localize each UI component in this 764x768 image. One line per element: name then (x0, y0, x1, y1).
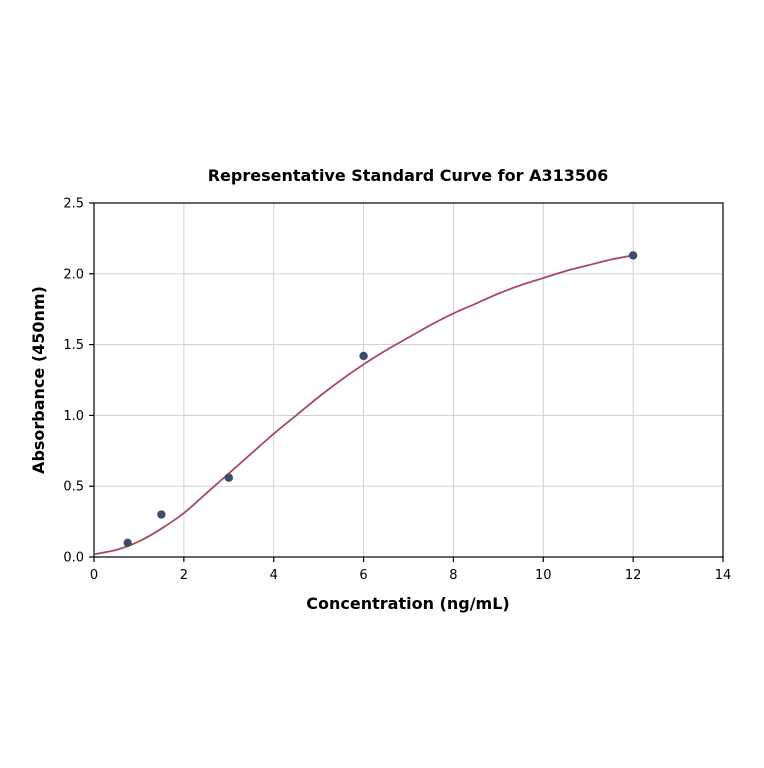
y-tick-label: 0.0 (63, 551, 84, 566)
x-axis-label: Concentration (ng/mL) (306, 594, 509, 613)
x-tick-label: 6 (359, 568, 367, 583)
data-point (224, 473, 233, 482)
tick-labels: 0 2 4 6 8 10 12 14 0.0 0.5 1.0 1.5 2.0 2.5 (63, 197, 731, 584)
y-tick-label: 2.5 (63, 197, 84, 212)
data-points (123, 251, 638, 548)
x-tick-label: 10 (535, 568, 552, 583)
x-tick-label: 0 (90, 568, 98, 583)
x-tick-label: 2 (180, 568, 188, 583)
fit-curve (93, 254, 634, 556)
y-tick-label: 0.5 (63, 480, 84, 495)
plot-border (93, 202, 724, 558)
x-tick-label: 8 (449, 568, 457, 583)
y-tick-label: 1.5 (63, 338, 84, 353)
y-tick-label: 2.0 (63, 267, 84, 282)
y-axis-label: Absorbance (450nm) (29, 286, 48, 474)
chart-title: Representative Standard Curve for A31350… (208, 166, 609, 185)
data-point (157, 510, 166, 519)
x-tick-label: 14 (715, 568, 732, 583)
x-tick-label: 4 (270, 568, 278, 583)
axis-ticks (89, 202, 724, 562)
data-point (628, 251, 638, 260)
data-point (359, 351, 368, 361)
data-point (123, 538, 132, 548)
x-tick-label: 12 (625, 568, 642, 583)
y-tick-label: 1.0 (63, 409, 84, 424)
